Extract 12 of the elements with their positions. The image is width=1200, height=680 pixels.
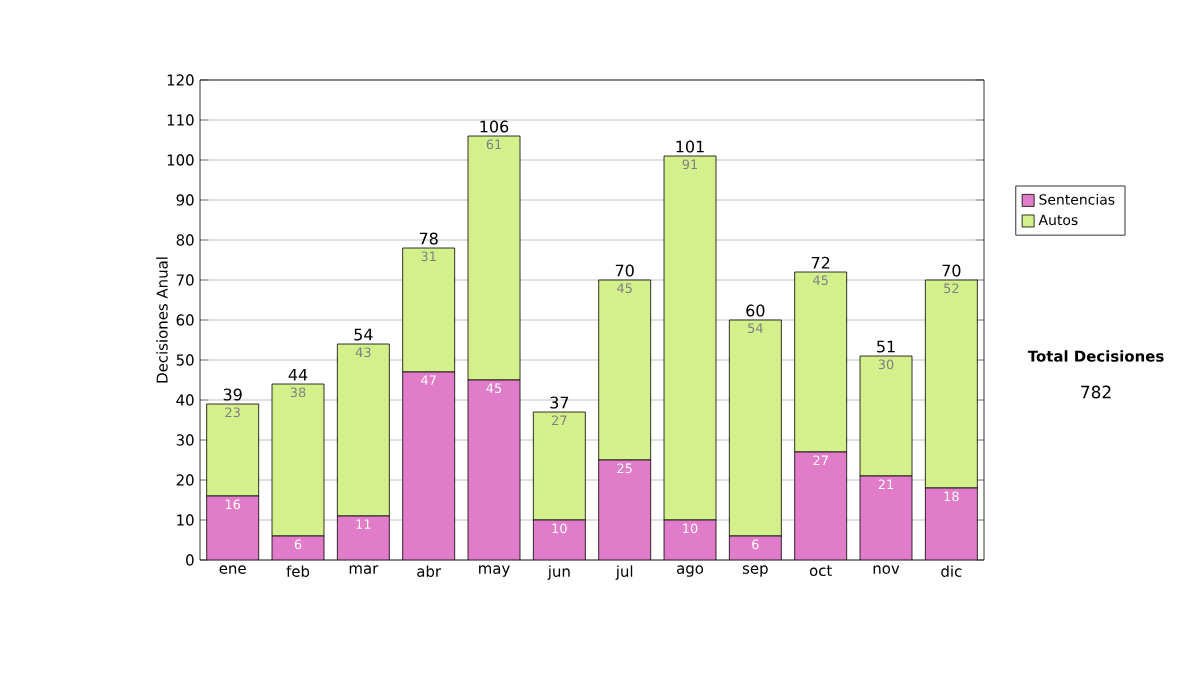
bar <box>598 460 651 560</box>
bar <box>206 496 259 560</box>
bar <box>337 516 390 560</box>
bar <box>533 520 586 560</box>
bar <box>794 452 847 560</box>
bar <box>271 383 325 537</box>
bar <box>402 372 455 560</box>
bar <box>532 411 586 521</box>
bar <box>860 476 913 560</box>
text: 782 <box>1081 385 1111 399</box>
bar <box>924 487 978 560</box>
bar <box>468 380 521 560</box>
